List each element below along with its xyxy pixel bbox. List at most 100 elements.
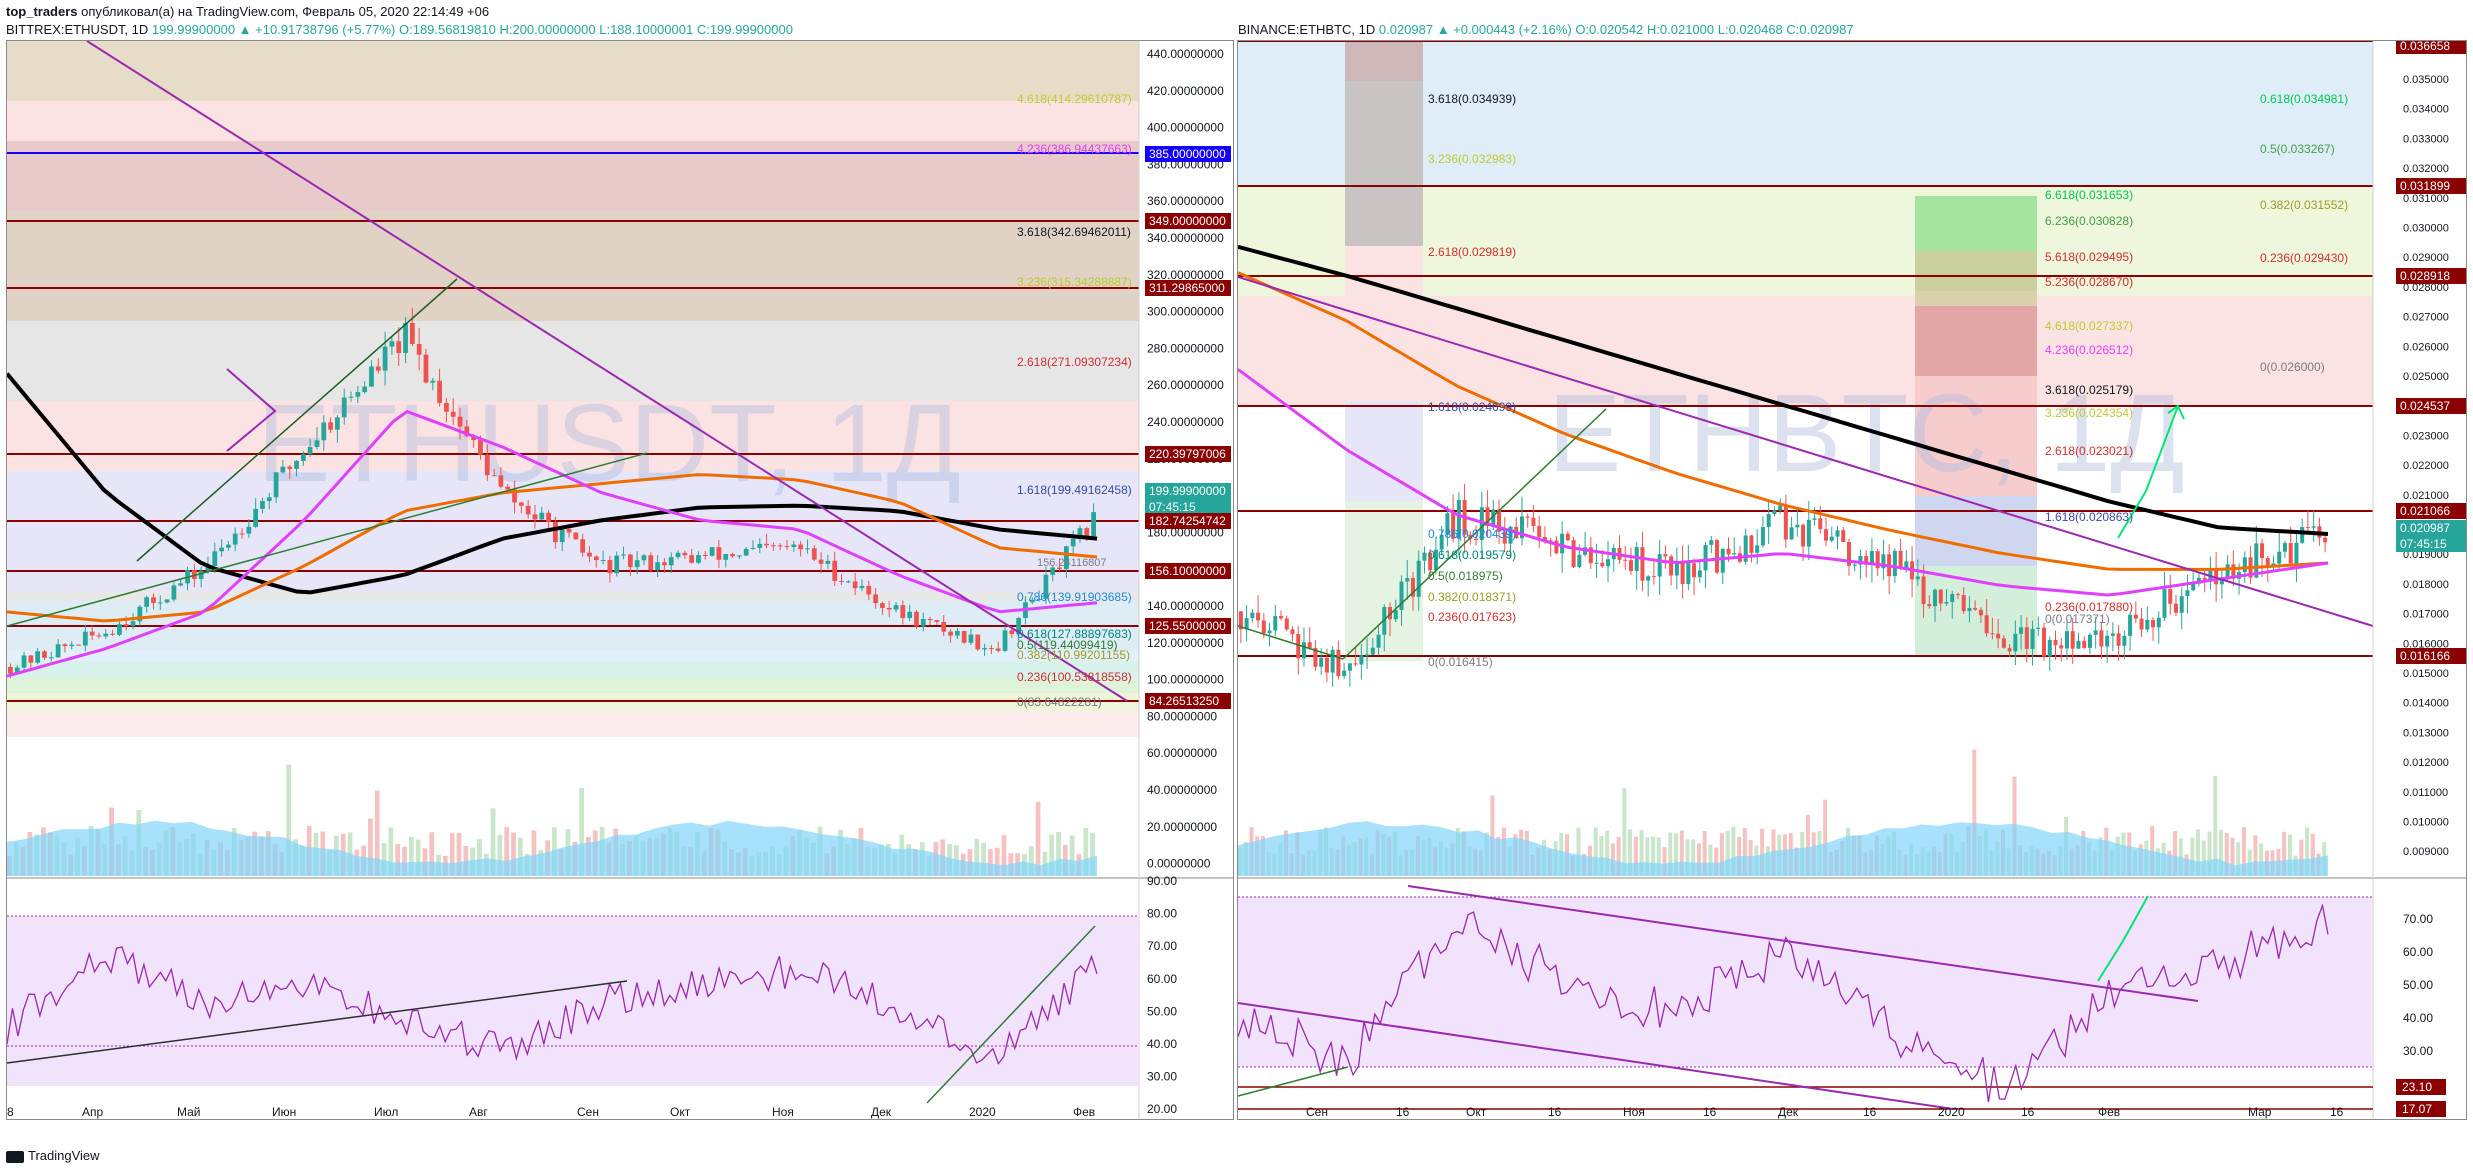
candle-body (2024, 627, 2029, 649)
fib-label: 0.236(0.017880) (2045, 600, 2133, 614)
rsi-polyline[interactable] (7, 946, 1098, 1065)
candle-body (1273, 616, 1278, 631)
ma-line-ma200[interactable] (1238, 244, 2329, 536)
fib-zone (1345, 401, 1423, 501)
ma-line-ma50[interactable] (7, 409, 1098, 678)
candle-body (716, 547, 722, 560)
volume-bar (1028, 846, 1034, 876)
candle-body (641, 555, 647, 561)
ma-line-ma50[interactable] (1238, 368, 2329, 597)
price-tick: 0.022000 (2403, 460, 2449, 472)
ma-line-ma100[interactable] (7, 473, 1098, 623)
volume-bar (1760, 828, 1765, 876)
volume-bar (1593, 827, 1598, 876)
moving-averages (1238, 244, 2329, 597)
candle-body (750, 547, 756, 549)
candle-body (1525, 516, 1530, 518)
candle-body (219, 547, 224, 552)
ethbtc-chart[interactable]: ETHBTC, 1Д 3.618(0.034939) 3.236(0.032983… (1238, 41, 2467, 1120)
ma-line-ma100[interactable] (1238, 271, 2329, 571)
price-badge (2396, 648, 2466, 664)
left-symbol[interactable]: BITTREX:ETHUSDT, 1D (6, 22, 149, 37)
candle-body (982, 648, 987, 650)
time-label: 16 (1703, 1105, 1717, 1119)
price-badge-label: 349.00000000 (1149, 214, 1226, 228)
volume-bar (2305, 827, 2310, 876)
ethusdt-chart[interactable]: ETHUSDT, 1Д 4.618(414.29610787) 4.236(386… (7, 41, 1234, 1120)
descending-trendline[interactable] (1238, 276, 2374, 627)
right-chart-panel[interactable]: ETHBTC, 1Д 3.618(0.034939) 3.236(0.032983… (1237, 40, 2467, 1120)
fib-label: 1.618(199.49162458) (1017, 483, 1132, 497)
support-trendline[interactable] (1238, 625, 1344, 660)
fib-zone (1915, 566, 2037, 656)
volume-bar (1576, 827, 1581, 876)
candle-body (1063, 546, 1069, 570)
candle-body (1628, 560, 1633, 571)
candle-body (389, 341, 395, 347)
price-tick: 240.00000000 (1147, 415, 1224, 429)
support-trendline[interactable] (136, 278, 458, 562)
projection-arrow[interactable] (2117, 405, 2179, 539)
candle-body (696, 554, 701, 563)
fib-label: 0(0.017371) (2045, 612, 2110, 626)
brand-name[interactable]: TradingView (28, 1148, 100, 1163)
volume-bar (994, 847, 1000, 876)
volume-bar (1049, 834, 1055, 876)
candle-body (566, 529, 572, 533)
fib-label: 0.5(0.033267) (2260, 142, 2335, 156)
right-symbol[interactable]: BINANCE:ETHBTC, 1D (1238, 22, 1376, 37)
price-badge (1145, 513, 1231, 529)
candle-body (396, 341, 402, 353)
price-tick: 440.00000000 (1147, 47, 1224, 61)
price-tick: 300.00000000 (1147, 305, 1224, 319)
rsi-trendline[interactable] (1407, 885, 2199, 1002)
candle-body (791, 544, 797, 548)
rsi-trendline[interactable] (1238, 1066, 1349, 1097)
rsi-trendline[interactable] (926, 925, 1096, 1104)
support-trendline[interactable] (1342, 408, 1607, 660)
candle-body (1554, 540, 1559, 554)
candle-body (232, 533, 238, 545)
volume-bar (1696, 843, 1701, 876)
candle-body (1571, 540, 1576, 568)
support-trendline[interactable] (7, 452, 648, 627)
candle-body (450, 411, 456, 417)
candle-body (2070, 631, 2075, 649)
author-name[interactable]: top_traders (6, 4, 78, 19)
candle-body (954, 631, 960, 636)
fib-zone (1915, 251, 2037, 306)
volume-bar (2207, 831, 2212, 876)
price-tick: 0.035000 (2403, 74, 2449, 86)
candle-body (1468, 534, 1473, 539)
candle-body (512, 489, 517, 503)
volume-bar (1742, 828, 1747, 876)
price-tick: 20.00000000 (1147, 820, 1217, 834)
rsi-polyline[interactable] (1238, 903, 2329, 1103)
candle-body (444, 402, 449, 412)
candle-body (900, 605, 906, 619)
rsi-arrow[interactable] (2097, 895, 2149, 982)
candle-body (934, 620, 940, 623)
volume-bar (1622, 788, 1627, 876)
descending-trendline[interactable] (86, 41, 1128, 702)
volume-bar (456, 833, 462, 876)
candle-body (273, 472, 279, 498)
candle-body (1927, 604, 1932, 607)
time-label: Дек (1778, 1105, 1799, 1119)
fib-band (7, 101, 1139, 141)
triangle-pattern[interactable] (226, 368, 277, 452)
ma-line-ma200[interactable] (7, 372, 1098, 595)
candle-body (525, 505, 531, 515)
volume-bar (1702, 831, 1707, 876)
rsi-trendline[interactable] (7, 980, 628, 1064)
candle-body (1743, 535, 1748, 562)
rsi-trendline[interactable] (1238, 1002, 1954, 1110)
candle-body (2288, 543, 2293, 564)
candle-body (1720, 548, 1725, 573)
candle-body (757, 543, 763, 548)
candle-body (1892, 550, 1897, 577)
candle-body (1560, 533, 1565, 554)
candle-body (164, 599, 170, 603)
left-chart-panel[interactable]: ETHUSDT, 1Д 4.618(414.29610787) 4.236(386… (6, 40, 1234, 1120)
candle-body (1445, 513, 1450, 535)
